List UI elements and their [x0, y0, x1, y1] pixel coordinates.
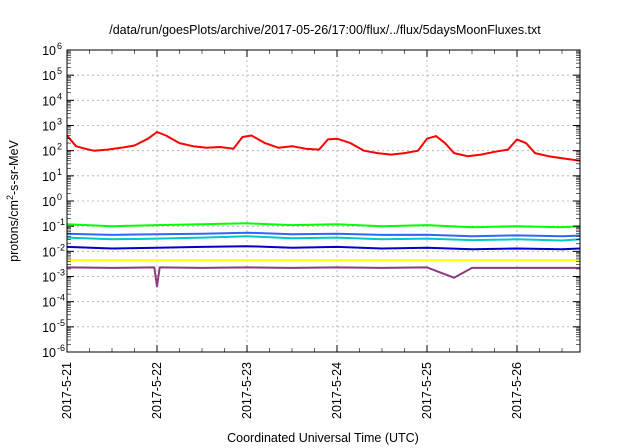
x-tick-label: 2017-5-25 — [420, 362, 434, 419]
y-tick-label: 10-1 — [42, 217, 65, 234]
x-tick-label: 2017-5-26 — [510, 362, 524, 419]
y-tick-label: 10-3 — [42, 268, 65, 285]
y-tick-label: 104 — [42, 91, 62, 108]
x-tick-label: 2017-5-21 — [60, 362, 74, 419]
y-tick-label: 105 — [42, 66, 62, 83]
y-tick-label: 10-2 — [42, 242, 65, 259]
series-line-3 — [66, 235, 581, 242]
y-tick-label: 101 — [42, 167, 62, 184]
series-line-2 — [66, 222, 581, 229]
chart-title: /data/run/goesPlots/archive/2017-05-26/1… — [109, 23, 541, 37]
series-line-1 — [66, 131, 581, 162]
y-tick-label: 10-6 — [42, 343, 65, 360]
x-tick-label: 2017-5-24 — [330, 362, 344, 419]
series-line-4 — [66, 231, 581, 238]
grid — [67, 50, 580, 352]
x-tick-label: 2017-5-23 — [240, 362, 254, 419]
y-tick-label: 10-5 — [42, 318, 65, 335]
series-line-7 — [66, 266, 580, 288]
series-layer — [66, 131, 581, 288]
x-axis-label: Coordinated Universal Time (UTC) — [227, 431, 419, 445]
ticks: 10-6 10-5 10-4 10-3 10-2 10-1 100 101 102 103 104 1… — [42, 41, 580, 419]
y-axis-label: protons/cm2-s-sr-MeV — [5, 139, 21, 261]
y-tick-label: 103 — [42, 117, 62, 134]
y-tick-label: 106 — [42, 41, 62, 58]
y-tick-label: 102 — [42, 142, 62, 159]
y-tick-label: 10-4 — [42, 293, 65, 310]
x-tick-label: 2017-5-22 — [150, 362, 164, 419]
y-tick-label: 100 — [42, 192, 62, 209]
series-line-5 — [66, 245, 581, 251]
